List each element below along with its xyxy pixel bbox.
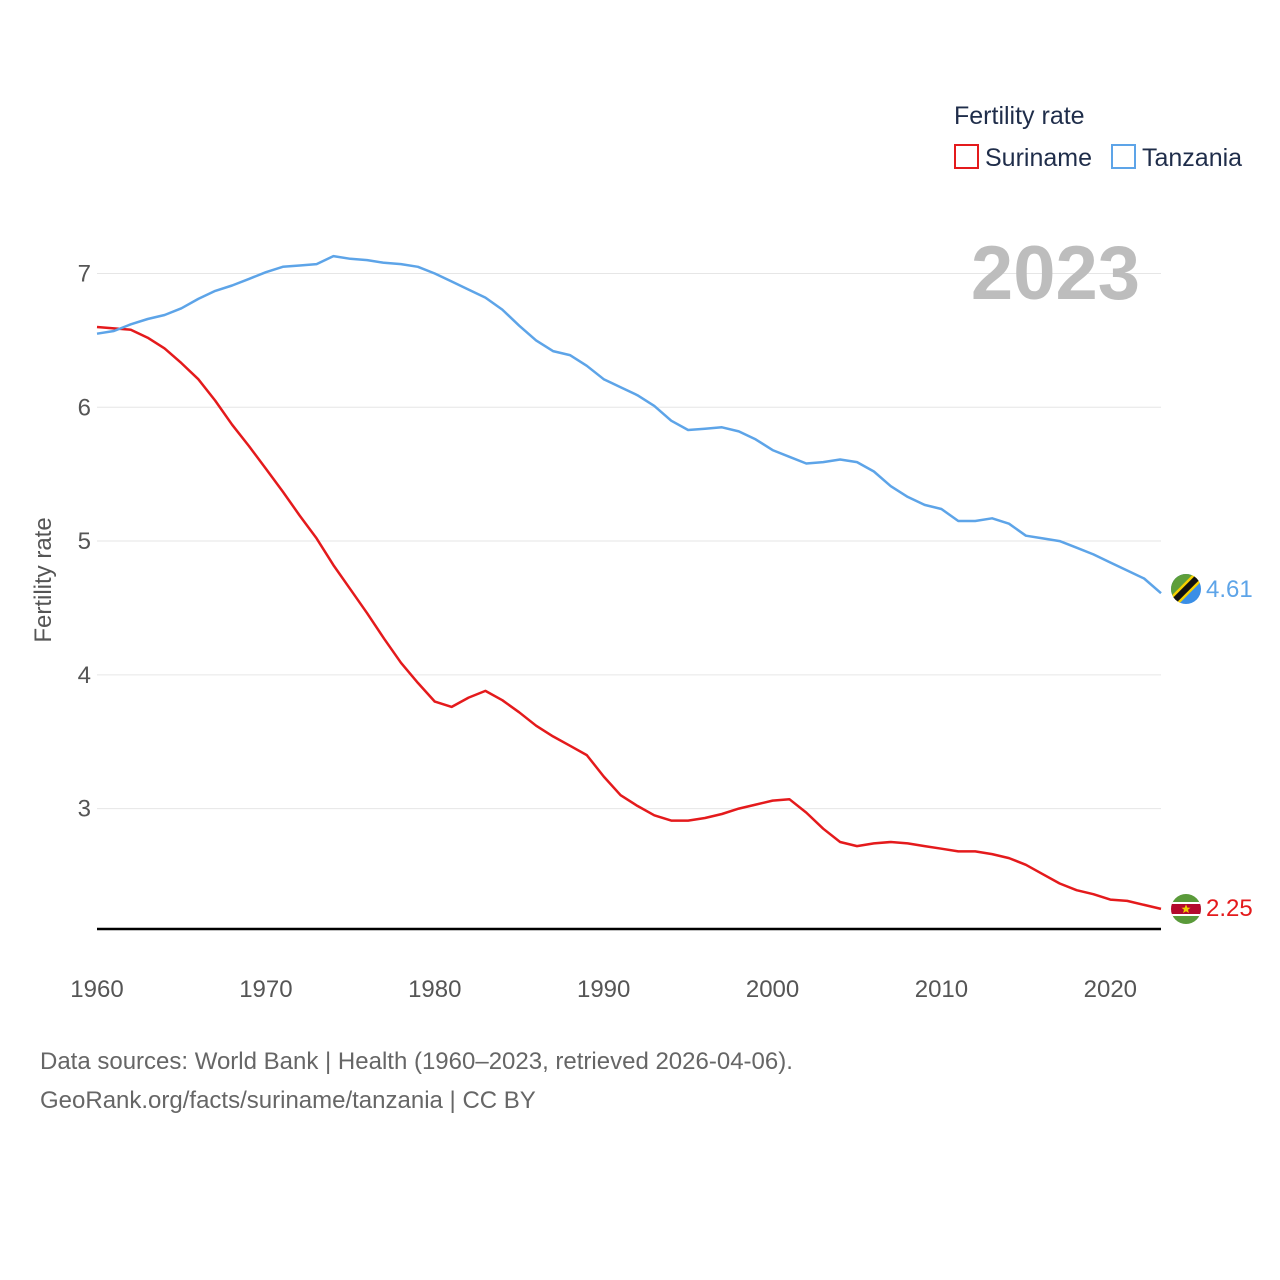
attribution-note: GeoRank.org/facts/suriname/tanzania | CC… <box>40 1087 536 1114</box>
legend-label-tanzania[interactable]: Tanzania <box>1142 144 1242 172</box>
footer: Data sources: World Bank | Health (1960–… <box>40 1042 793 1120</box>
legend: Fertility rate Suriname Tanzania <box>954 102 1242 172</box>
legend-title: Fertility rate <box>954 102 1085 130</box>
tanzania-flag-icon <box>1171 574 1201 604</box>
x-tick-label-1970: 1970 <box>239 976 292 1003</box>
y-tick-label-7: 7 <box>78 261 91 288</box>
legend-label-suriname[interactable]: Suriname <box>985 144 1092 172</box>
series-line-tanzania <box>96 254 1162 595</box>
data-source-note: Data sources: World Bank | Health (1960–… <box>40 1048 793 1075</box>
series-line-suriname <box>96 325 1162 911</box>
x-tick-label-2020: 2020 <box>1084 976 1137 1003</box>
y-tick-label-5: 5 <box>78 528 91 555</box>
legend-swatch-tanzania[interactable] <box>1111 144 1136 169</box>
y-tick-label-6: 6 <box>78 394 91 421</box>
x-tick-label-1990: 1990 <box>577 976 630 1003</box>
end-label-tanzania: 4.61 <box>1206 576 1253 603</box>
year-label: 2023 <box>971 231 1140 316</box>
x-tick-label-2010: 2010 <box>915 976 968 1003</box>
x-tick-label-1960: 1960 <box>70 976 123 1003</box>
suriname-flag-icon <box>1171 894 1201 924</box>
y-axis-title: Fertility rate <box>30 517 57 642</box>
legend-swatch-suriname[interactable] <box>954 144 979 169</box>
x-tick-label-2000: 2000 <box>746 976 799 1003</box>
x-axis: 1960 1970 1980 1990 2000 2010 2020 <box>70 927 1161 1003</box>
y-tick-label-3: 3 <box>78 796 91 823</box>
x-tick-label-1980: 1980 <box>408 976 461 1003</box>
series-lines <box>96 254 1162 911</box>
y-tick-label-4: 4 <box>78 662 91 689</box>
y-axis: 3 4 5 6 7 <box>78 261 91 823</box>
fertility-line-chart: 3 4 5 6 7 1960 1970 1980 1990 2000 2010 2020 Ferti… <box>30 102 1253 1003</box>
end-label-suriname: 2.25 <box>1206 895 1253 922</box>
grid <box>97 273 1161 810</box>
